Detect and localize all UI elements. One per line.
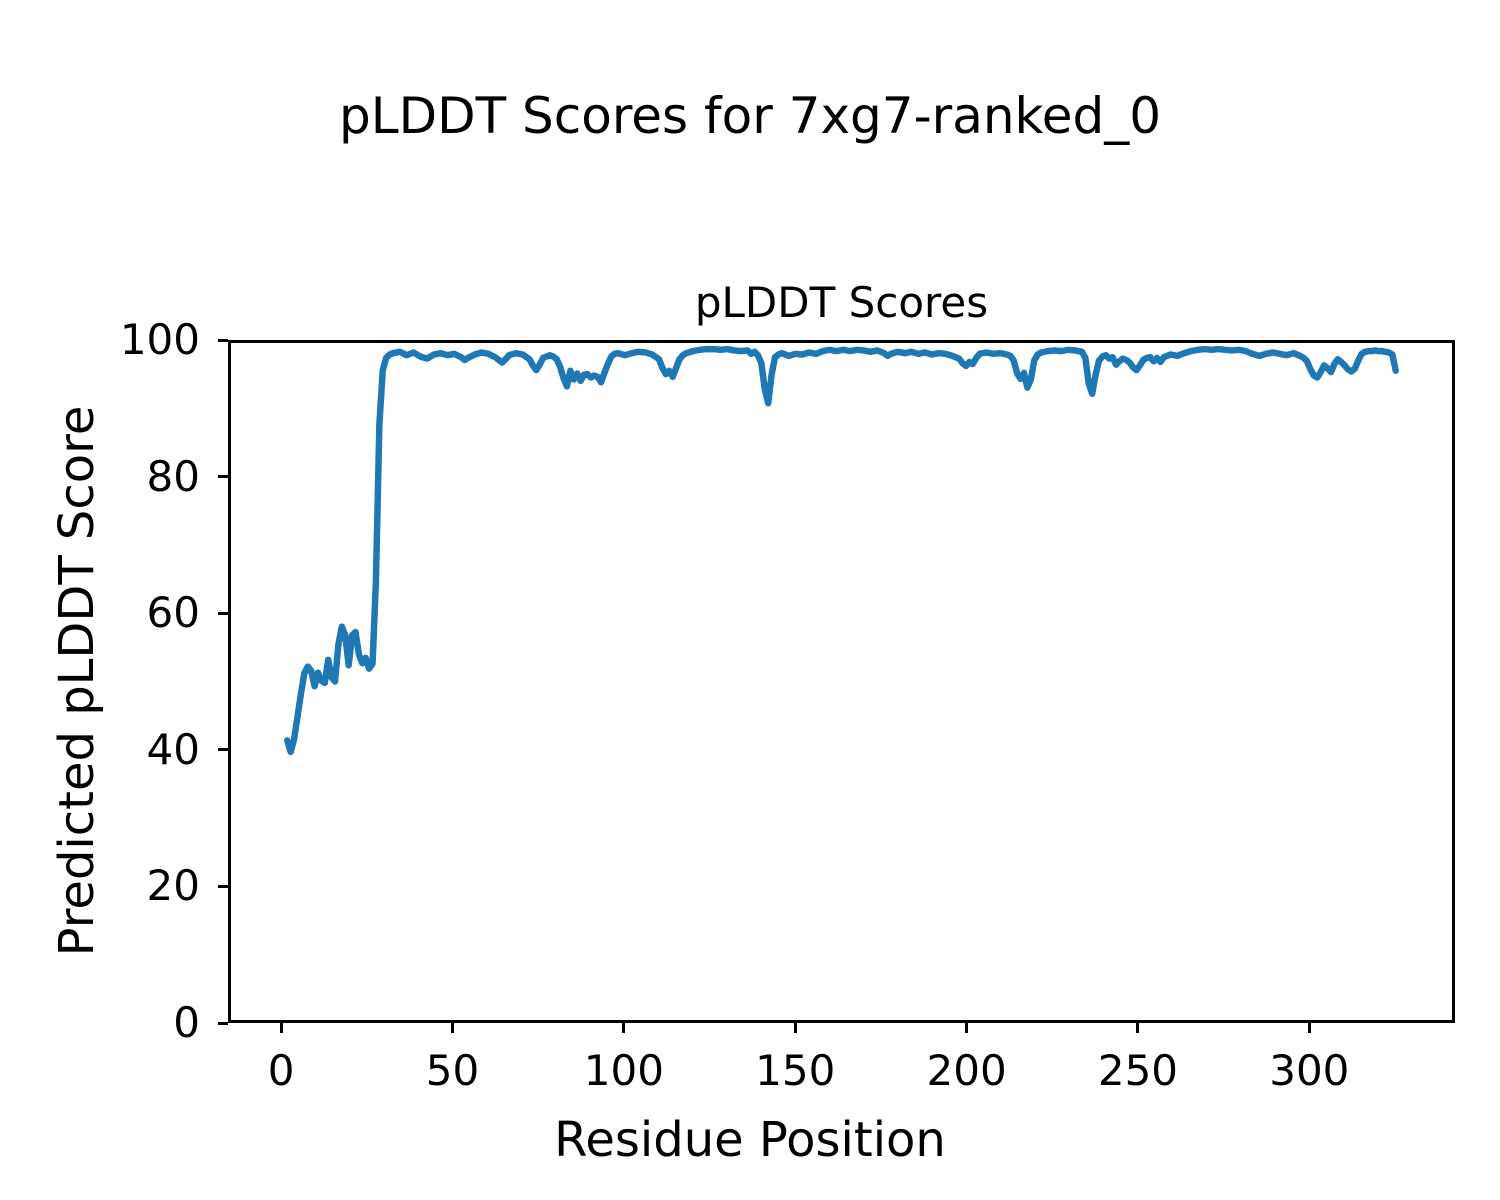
y-tick-label: 60 (146, 587, 200, 637)
x-tick-label: 150 (755, 1046, 836, 1095)
y-tick-label: 80 (146, 451, 200, 501)
y-tick-label: 40 (146, 724, 200, 774)
y-tick (218, 338, 228, 342)
x-tick-label: 250 (1097, 1046, 1179, 1095)
y-tick (218, 884, 228, 888)
x-tick-label: 0 (267, 1046, 295, 1095)
y-tick (218, 748, 228, 752)
plot-area (228, 340, 1455, 1023)
y-tick (218, 611, 228, 615)
y-tick (218, 1021, 228, 1025)
x-tick (279, 1023, 283, 1033)
x-tick (622, 1023, 626, 1033)
x-tick-label: 300 (1269, 1046, 1350, 1095)
y-tick-label: 0 (173, 997, 200, 1047)
x-tick-label: 100 (583, 1046, 664, 1095)
y-axis-label: Predicted pLDDT Score (49, 405, 106, 957)
x-tick (965, 1023, 969, 1033)
x-tick (1307, 1023, 1311, 1033)
x-axis-label: Residue Position (554, 1112, 946, 1168)
x-tick-label: 50 (425, 1046, 480, 1095)
y-tick (218, 475, 228, 479)
y-tick-label: 100 (119, 314, 200, 364)
plddt-line-chart (284, 345, 1399, 756)
axes-title: pLDDT Scores (694, 278, 989, 327)
x-tick (793, 1023, 797, 1033)
y-tick-label: 20 (146, 861, 200, 911)
x-tick-label: 200 (926, 1046, 1007, 1095)
plddt-line (284, 345, 1399, 756)
x-tick (1136, 1023, 1140, 1033)
figure-title: pLDDT Scores for 7xg7-ranked_0 (338, 87, 1162, 145)
x-tick (450, 1023, 454, 1033)
